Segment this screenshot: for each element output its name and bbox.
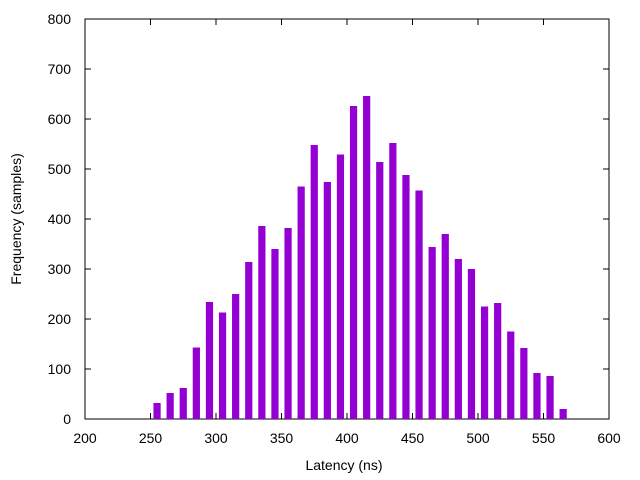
y-axis-ticks: 0 100 200 300 400 500 600 700 800 — [48, 11, 609, 427]
bar-315ns — [232, 294, 240, 419]
y-axis-label: Frequency (samples) — [8, 153, 24, 285]
bar-485ns — [454, 259, 462, 419]
y-tick-label: 0 — [63, 411, 71, 427]
bar-475ns — [441, 234, 449, 419]
x-tick-label: 450 — [401, 430, 425, 446]
x-tick-label: 350 — [270, 430, 294, 446]
bar-285ns — [192, 347, 200, 419]
bar-385ns — [323, 182, 331, 419]
bar-345ns — [271, 249, 279, 419]
x-tick-label: 400 — [335, 430, 359, 446]
x-tick-label: 550 — [532, 430, 556, 446]
bar-265ns — [166, 393, 174, 419]
bars — [153, 96, 567, 419]
bar-525ns — [507, 331, 515, 419]
bar-355ns — [284, 228, 292, 419]
y-tick-label: 300 — [48, 261, 72, 277]
bar-275ns — [179, 388, 187, 419]
bar-435ns — [389, 143, 397, 419]
y-tick-label: 500 — [48, 161, 72, 177]
x-tick-label: 300 — [204, 430, 228, 446]
bar-325ns — [245, 262, 253, 419]
y-tick-label: 600 — [48, 111, 72, 127]
bar-505ns — [480, 306, 489, 419]
bar-395ns — [336, 154, 345, 419]
y-tick-label: 200 — [48, 311, 72, 327]
bar-535ns — [520, 348, 528, 419]
bar-555ns — [546, 376, 554, 419]
x-axis-label: Latency (ns) — [305, 457, 382, 473]
bar-515ns — [494, 303, 502, 419]
bar-495ns — [467, 269, 476, 419]
y-tick-label: 800 — [48, 11, 72, 27]
bar-565ns — [559, 409, 567, 419]
bar-375ns — [310, 145, 318, 419]
bar-405ns — [349, 106, 358, 419]
x-tick-label: 200 — [73, 430, 97, 446]
y-tick-label: 100 — [48, 361, 72, 377]
y-tick-label: 700 — [48, 61, 72, 77]
bar-455ns — [415, 190, 423, 419]
bar-415ns — [363, 96, 371, 419]
bar-545ns — [533, 373, 541, 419]
x-tick-label: 600 — [597, 430, 621, 446]
bar-425ns — [376, 162, 384, 419]
bar-465ns — [428, 247, 436, 419]
bar-295ns — [205, 302, 214, 419]
x-tick-label: 250 — [139, 430, 163, 446]
plot-border — [84, 18, 610, 420]
bar-445ns — [402, 175, 410, 419]
bar-305ns — [218, 312, 227, 419]
x-axis-ticks: 200 250 300 350 400 450 500 550 600 — [73, 19, 621, 446]
y-tick-label: 400 — [48, 211, 72, 227]
bar-365ns — [297, 186, 305, 419]
bar-335ns — [258, 226, 266, 419]
x-tick-label: 500 — [466, 430, 490, 446]
bar-255ns — [153, 403, 161, 419]
